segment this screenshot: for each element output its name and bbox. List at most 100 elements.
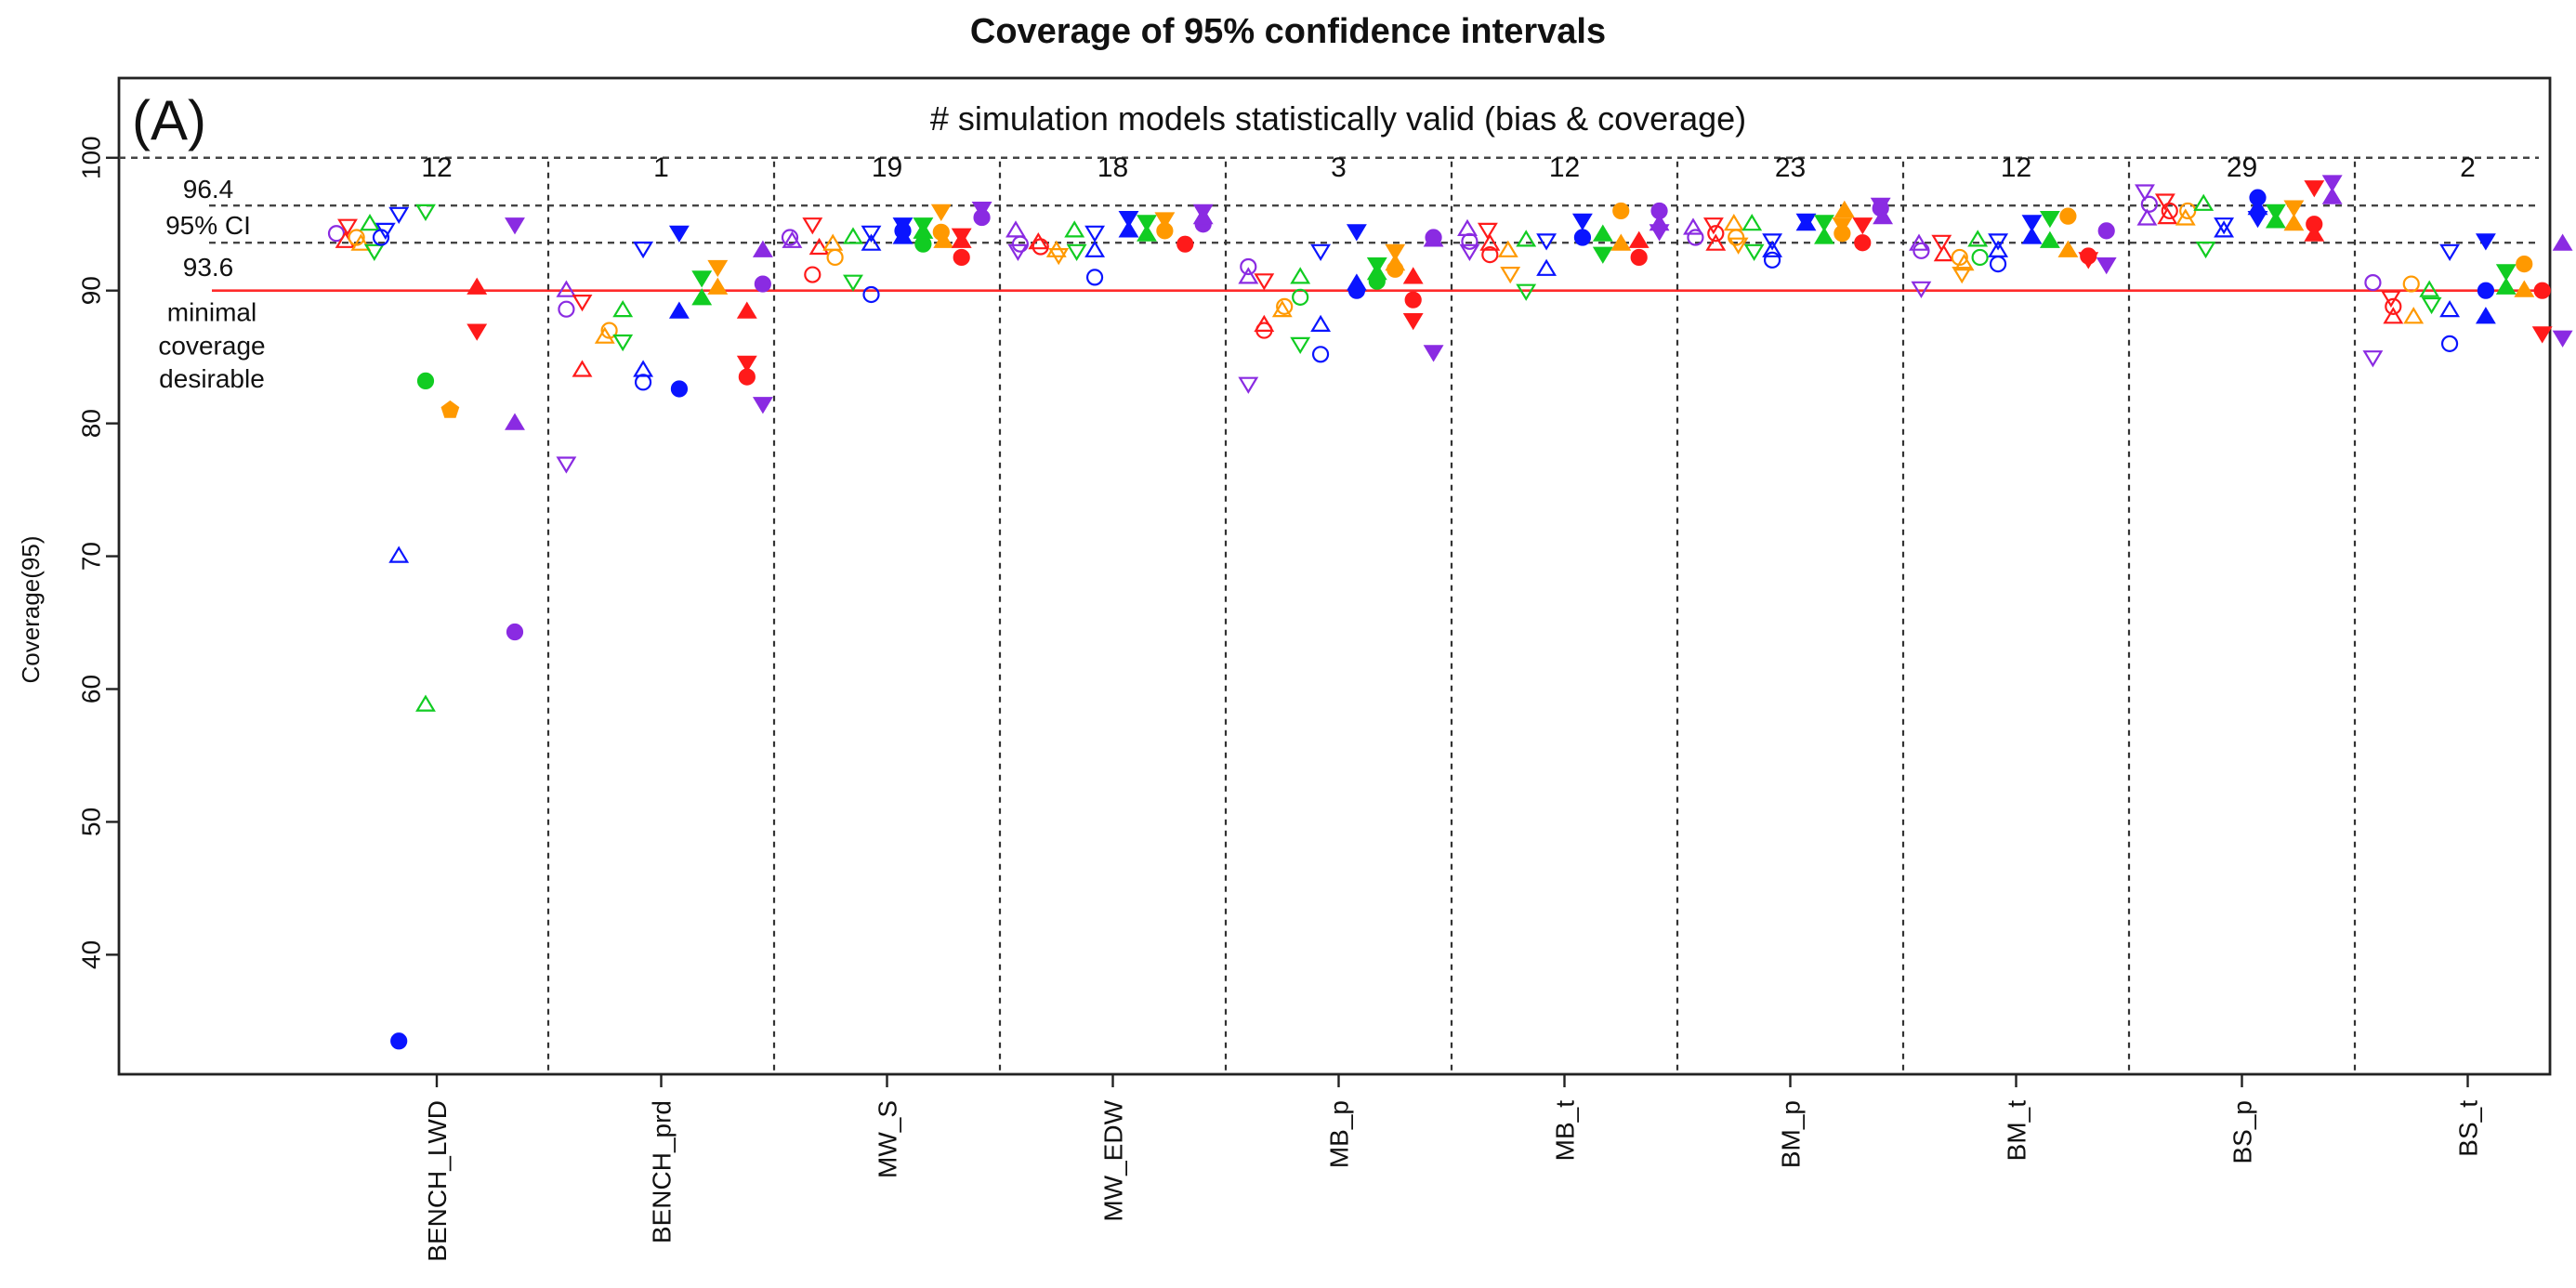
data-point: [736, 355, 757, 374]
data-point: [1154, 212, 1176, 230]
data-point: [1683, 217, 1703, 235]
data-point: [1763, 251, 1781, 269]
data-point: [1084, 240, 1106, 257]
data-point: [1310, 314, 1332, 332]
data-point: [2477, 282, 2495, 299]
data-point: [612, 334, 634, 352]
valid-count-bs-t: 2: [2460, 152, 2476, 183]
y-tick-label: 60: [77, 675, 106, 703]
data-point: [953, 248, 970, 267]
data-point: [2531, 326, 2553, 344]
data-point: [572, 295, 593, 312]
x-tick-label-bs-t: BS_t: [2454, 1100, 2483, 1157]
data-point: [600, 322, 618, 339]
data-point: [1479, 233, 1501, 251]
data-point: [1118, 211, 1139, 229]
data-point: [1385, 243, 1406, 261]
data-point: [350, 233, 372, 251]
data-point: [1085, 269, 1104, 286]
data-point: [1649, 224, 1670, 242]
valid-count-mw-s: 19: [872, 152, 902, 183]
data-point: [1402, 313, 1424, 331]
data-point: [1536, 233, 1557, 251]
minimal-coverage-label-line2: coverage: [158, 331, 265, 360]
x-tick-label-mb-p: MB_p: [1325, 1100, 1354, 1168]
data-point: [1630, 248, 1648, 267]
data-point: [930, 204, 952, 222]
data-point: [2362, 350, 2384, 368]
data-point: [2495, 264, 2517, 282]
data-point: [2136, 208, 2158, 226]
valid-count-mb-t: 12: [1549, 152, 1580, 183]
data-point: [808, 237, 830, 256]
data-point: [1931, 234, 1952, 252]
data-point: [1728, 229, 1745, 246]
data-point: [691, 270, 713, 288]
data-point: [1795, 214, 1817, 231]
data-point: [1814, 215, 1834, 232]
data-point: [2304, 224, 2325, 242]
data-point: [1137, 224, 1157, 242]
data-point: [415, 694, 436, 712]
data-point: [1176, 235, 1194, 253]
x-tick-label-bench-prd: BENCH_prd: [648, 1100, 677, 1243]
data-point: [1423, 345, 1444, 362]
data-point: [2193, 193, 2215, 211]
data-point: [1592, 224, 1613, 242]
data-point: [1833, 225, 1851, 243]
x-tick-label-bm-p: BM_p: [1777, 1100, 1806, 1168]
data-point: [1989, 256, 2007, 273]
data-point: [390, 1032, 408, 1050]
data-point: [843, 274, 863, 292]
data-point: [2140, 195, 2158, 213]
data-point: [2304, 180, 2325, 198]
data-point: [2533, 282, 2551, 299]
data-point: [1762, 240, 1783, 257]
data-point: [1461, 232, 1479, 250]
data-point: [2154, 193, 2175, 211]
data-point: [802, 217, 823, 235]
data-point: [572, 360, 593, 377]
data-point: [1423, 230, 1444, 247]
data-point: [1066, 243, 1087, 261]
data-point: [337, 218, 358, 236]
data-point: [363, 243, 385, 261]
data-point: [670, 380, 689, 398]
data-point: [2059, 207, 2077, 225]
data-point: [1833, 200, 1855, 217]
data-point: [2552, 330, 2573, 348]
lower-ci-label: 93.6: [183, 253, 234, 282]
data-point: [1011, 235, 1029, 253]
data-point: [467, 277, 488, 295]
reference-lines: [119, 156, 2550, 292]
data-point: [1933, 243, 1954, 262]
data-point: [634, 374, 652, 391]
data-point: [1592, 246, 1613, 264]
data-point: [1276, 297, 1294, 315]
data-point: [1912, 242, 1930, 259]
data-point: [1290, 336, 1311, 355]
data-point: [707, 259, 729, 278]
data-point: [826, 248, 844, 267]
data-point: [2021, 215, 2043, 232]
data-point: [1084, 225, 1106, 243]
data-point: [612, 299, 634, 318]
data-point: [691, 288, 713, 306]
data-point: [1347, 282, 1366, 299]
data-point: [1240, 257, 1257, 276]
data-point: [1005, 220, 1026, 238]
data-point: [1854, 234, 1872, 252]
data-point: [1238, 267, 1259, 284]
data-point: [2321, 175, 2343, 192]
data-point: [861, 225, 882, 243]
data-point: [914, 235, 932, 253]
data-point: [1255, 322, 1273, 339]
data-point: [2552, 233, 2573, 251]
data-point: [633, 241, 654, 259]
x-tick-label-bs-p: BS_p: [2228, 1100, 2257, 1164]
data-point: [558, 300, 575, 318]
data-point: [505, 217, 525, 235]
data-point: [633, 360, 654, 377]
data-point: [894, 222, 912, 240]
data-point: [505, 413, 525, 430]
